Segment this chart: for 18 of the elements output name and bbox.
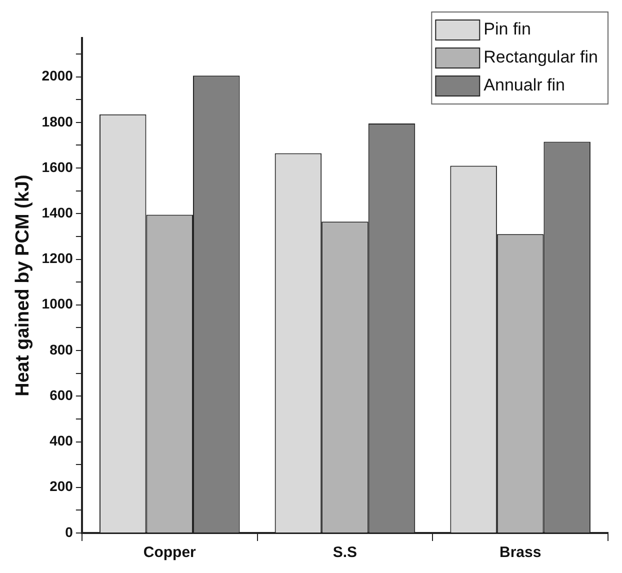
y-tick-label: 400 xyxy=(50,432,74,449)
x-tick-label: S.S xyxy=(332,544,358,562)
legend-label: Pin fin xyxy=(484,20,531,39)
legend-label: Annualr fin xyxy=(484,76,565,95)
y-tick-label: 1800 xyxy=(42,113,74,130)
y-tick-label: 1200 xyxy=(42,250,74,266)
y-tick-label: 1000 xyxy=(42,296,74,312)
y-tick-label: 1400 xyxy=(42,204,74,221)
y-tick-label: 800 xyxy=(50,341,74,358)
y-tick-label: 200 xyxy=(50,478,74,494)
x-tick-label: Brass xyxy=(499,544,542,562)
legend-label: Rectangular fin xyxy=(484,48,598,67)
y-axis-title: Heat gained by PCM (kJ) xyxy=(12,174,34,396)
y-tick-label: 600 xyxy=(50,386,74,403)
y-tick-label: 1600 xyxy=(42,158,74,175)
y-tick-label: 0 xyxy=(65,524,74,540)
x-tick-label: Copper xyxy=(143,544,196,562)
y-tick-label: 2000 xyxy=(42,68,74,84)
